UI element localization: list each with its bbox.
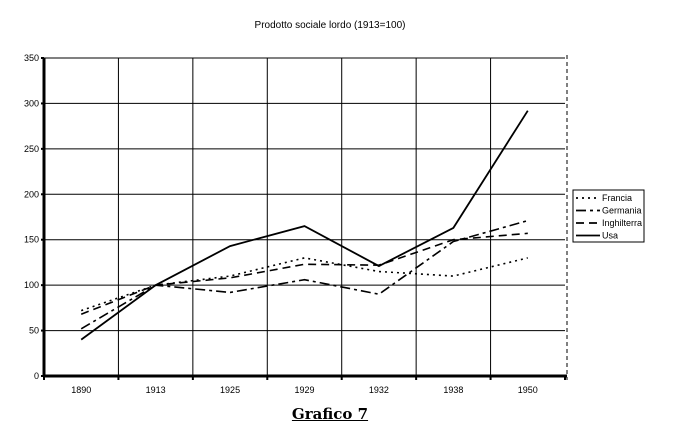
x-tick-label: 1938 — [443, 385, 463, 395]
y-tick-label: 50 — [29, 326, 39, 336]
y-tick-label: 350 — [24, 53, 39, 63]
y-tick-label: 100 — [24, 280, 39, 290]
x-tick-label: 1925 — [220, 385, 240, 395]
legend-label: Inghilterra — [602, 218, 642, 228]
series-line-inghilterra — [80, 232, 528, 315]
series-line-germania — [80, 219, 529, 330]
x-tick-label: 1932 — [369, 385, 389, 395]
legend-label: Usa — [602, 231, 618, 241]
series-line-francia — [80, 257, 528, 312]
legend-box — [572, 189, 645, 243]
y-tick-label: 250 — [24, 144, 39, 154]
legend-label: Germania — [602, 206, 642, 216]
x-tick-label: 1929 — [294, 385, 314, 395]
x-tick-label: 1913 — [146, 385, 166, 395]
chart-caption: Grafico 7 — [291, 405, 369, 423]
y-tick-label: 0 — [34, 371, 39, 381]
y-tick-label: 300 — [24, 98, 39, 108]
y-tick-label: 150 — [24, 235, 39, 245]
y-tick-label: 200 — [24, 189, 39, 199]
x-tick-label: 1890 — [71, 385, 91, 395]
series-line-usa — [80, 110, 529, 341]
x-tick-label: 1950 — [518, 385, 538, 395]
legend-label: Francia — [602, 193, 632, 203]
chart-title: Prodotto sociale lordo (1913=100) — [254, 20, 406, 31]
